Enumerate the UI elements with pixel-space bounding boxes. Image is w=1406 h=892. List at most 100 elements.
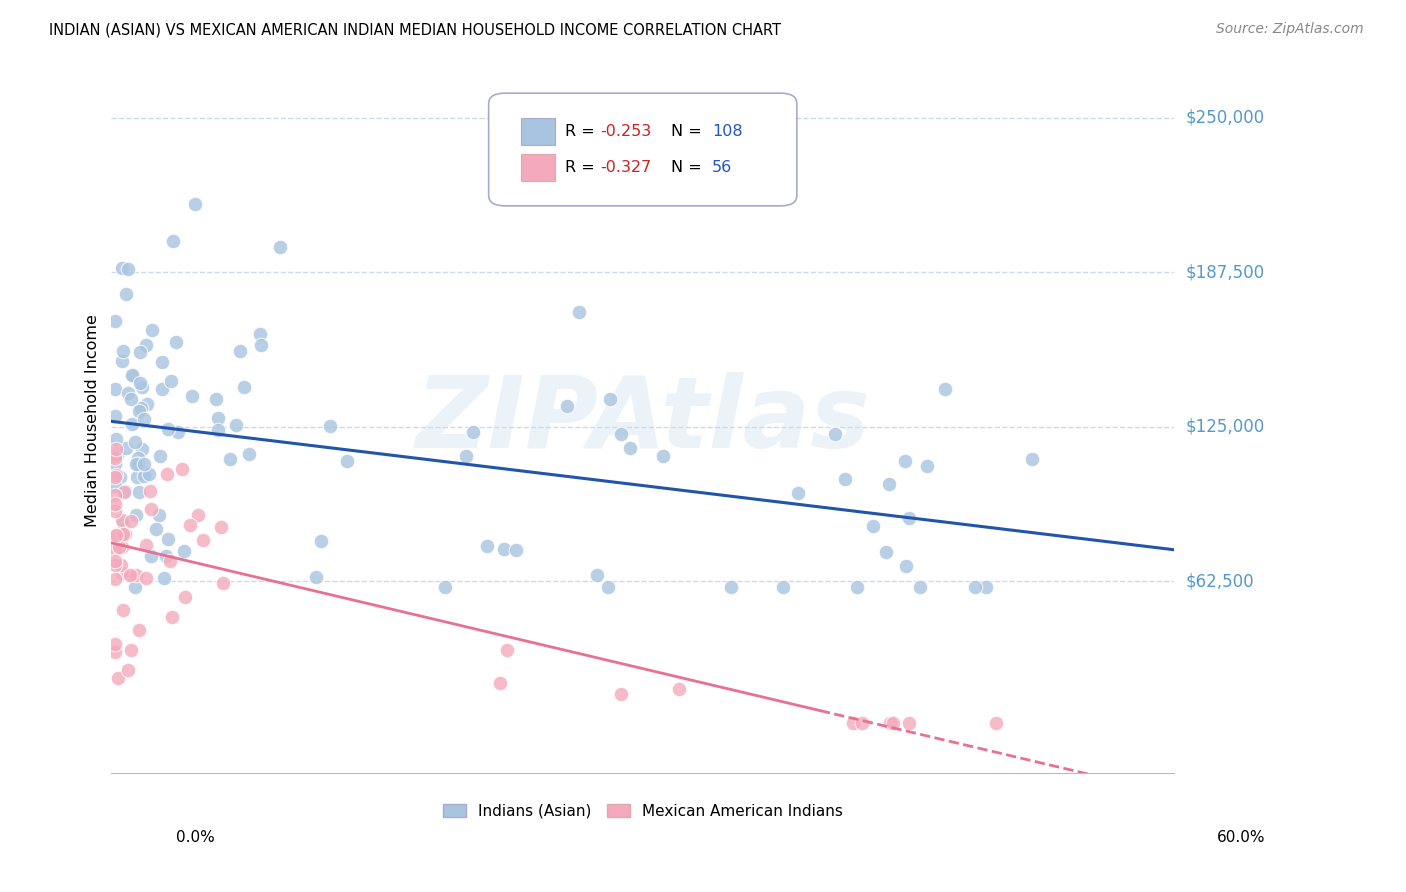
Point <box>225 417 247 432</box>
Point <box>129 401 152 415</box>
Point <box>619 442 641 456</box>
Point <box>219 451 242 466</box>
Point <box>596 581 619 595</box>
Point <box>105 442 128 456</box>
Point <box>463 425 485 439</box>
Point <box>269 239 291 253</box>
Point <box>111 566 134 581</box>
Point <box>915 458 938 473</box>
Point <box>127 451 149 466</box>
Point <box>250 338 273 352</box>
Point <box>108 541 131 555</box>
Point <box>157 421 180 435</box>
Point <box>112 343 135 358</box>
Point <box>879 716 901 731</box>
Point <box>128 623 150 637</box>
Point <box>894 453 917 467</box>
Point <box>851 716 873 731</box>
Point <box>145 522 167 536</box>
Point <box>141 502 163 516</box>
Y-axis label: Median Household Income: Median Household Income <box>86 314 100 527</box>
Text: 0.0%: 0.0% <box>176 830 215 845</box>
Text: 60.0%: 60.0% <box>1218 830 1265 845</box>
Text: N =: N = <box>672 161 707 176</box>
Point <box>668 682 690 697</box>
Point <box>105 467 128 482</box>
Point <box>875 545 897 559</box>
Point <box>488 676 510 690</box>
Point <box>111 541 134 555</box>
Point <box>135 571 157 585</box>
Text: R =: R = <box>565 124 600 138</box>
Point <box>111 512 134 526</box>
Text: $250,000: $250,000 <box>1185 109 1264 127</box>
Point <box>974 581 997 595</box>
Point <box>148 508 170 523</box>
Point <box>104 449 127 463</box>
Point <box>908 581 931 595</box>
Point <box>104 504 127 518</box>
Point <box>141 549 163 563</box>
Point <box>557 399 579 413</box>
Point <box>965 581 987 595</box>
Point <box>112 485 135 500</box>
Point <box>824 426 846 441</box>
Point <box>207 411 229 425</box>
Point <box>842 716 865 731</box>
Point <box>494 541 516 556</box>
Point <box>305 570 328 584</box>
Point <box>882 716 904 731</box>
Point <box>477 539 499 553</box>
Point <box>212 575 235 590</box>
Point <box>104 313 127 327</box>
Point <box>610 427 633 442</box>
Point <box>568 305 591 319</box>
Point <box>187 508 209 522</box>
Point <box>104 479 127 493</box>
Text: $125,000: $125,000 <box>1185 417 1264 436</box>
Point <box>114 527 136 541</box>
Point <box>134 468 156 483</box>
Point <box>104 528 127 542</box>
Point <box>121 569 143 583</box>
Point <box>249 327 271 342</box>
Point <box>862 518 884 533</box>
Text: N =: N = <box>672 124 707 138</box>
Point <box>156 467 179 482</box>
Point <box>129 344 152 359</box>
Point <box>111 516 134 530</box>
Point <box>433 580 456 594</box>
Point <box>986 716 1008 731</box>
Point <box>114 484 136 499</box>
Point <box>135 338 157 352</box>
Point <box>786 485 808 500</box>
Point <box>162 610 184 624</box>
Point <box>772 581 794 595</box>
Point <box>110 558 132 573</box>
Point <box>112 526 135 541</box>
FancyBboxPatch shape <box>489 93 797 206</box>
Point <box>107 671 129 685</box>
Point <box>104 637 127 651</box>
Point <box>128 376 150 391</box>
Point <box>121 368 143 383</box>
Point <box>120 392 142 407</box>
Point <box>121 368 143 383</box>
Point <box>104 554 127 568</box>
Point <box>110 354 132 368</box>
Point <box>138 467 160 481</box>
Point <box>173 544 195 558</box>
Text: $187,500: $187,500 <box>1185 263 1264 281</box>
Text: -0.253: -0.253 <box>600 124 651 138</box>
Point <box>599 392 621 407</box>
Point <box>897 511 920 525</box>
Point <box>120 514 142 528</box>
Text: -0.327: -0.327 <box>600 161 651 176</box>
Text: ZIPAtlas: ZIPAtlas <box>415 372 870 469</box>
Point <box>229 343 252 358</box>
Point <box>877 476 900 491</box>
Point <box>309 534 332 549</box>
Point <box>160 374 183 388</box>
Point <box>205 392 228 407</box>
Point <box>233 380 256 394</box>
